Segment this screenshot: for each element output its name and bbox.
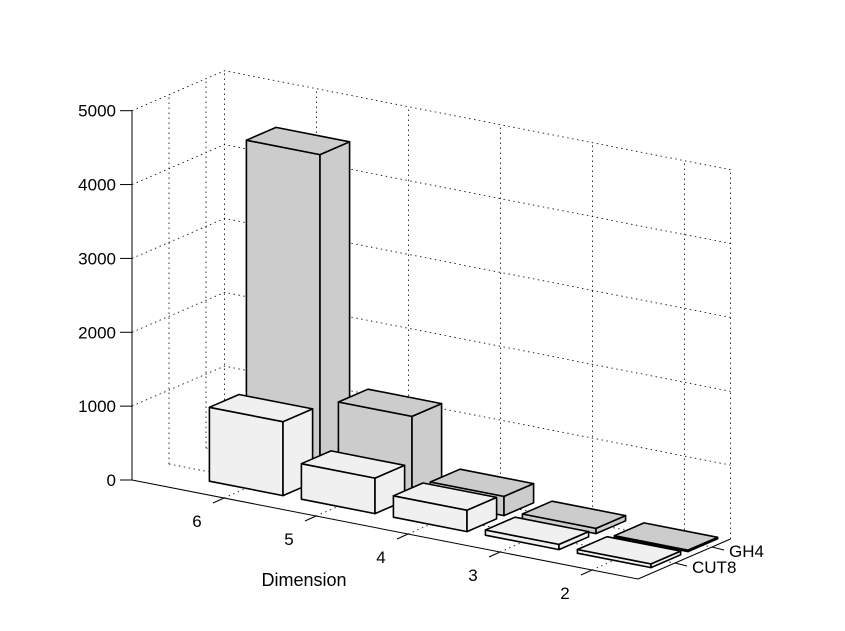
y-tick bbox=[674, 562, 688, 567]
bar-gh4-2 bbox=[613, 522, 719, 553]
bars bbox=[208, 126, 719, 569]
z-gridline bbox=[131, 217, 731, 318]
bar-cut8-4 bbox=[392, 482, 498, 533]
x-tick-label: 6 bbox=[192, 512, 201, 531]
z-tick-label: 2000 bbox=[78, 323, 116, 342]
bar-cut8-5 bbox=[300, 450, 406, 515]
z-tick-label: 0 bbox=[107, 471, 116, 490]
z-gridline bbox=[131, 365, 731, 466]
z-gridline bbox=[131, 70, 731, 171]
x-tick bbox=[396, 533, 409, 540]
z-gridline bbox=[131, 144, 731, 244]
z-tick-label: 4000 bbox=[78, 176, 116, 195]
y-axis bbox=[637, 538, 731, 580]
x-tick bbox=[488, 551, 501, 558]
x-tick bbox=[304, 515, 317, 522]
x-tick bbox=[212, 497, 225, 504]
series-label: GH4 bbox=[729, 542, 764, 561]
bar-cut8-2 bbox=[576, 535, 682, 569]
x-tick-label: 4 bbox=[376, 548, 385, 567]
bar-gh4-3 bbox=[521, 500, 627, 535]
axes bbox=[120, 110, 731, 580]
x-tick-label: 5 bbox=[284, 530, 293, 549]
bar-cut8-3 bbox=[484, 516, 590, 551]
x-tick bbox=[580, 569, 593, 576]
y-tick bbox=[711, 546, 725, 551]
x-axis bbox=[131, 479, 639, 580]
bar-cut8-6 bbox=[208, 393, 314, 497]
z-gridline bbox=[131, 291, 731, 392]
z-tick-label: 5000 bbox=[78, 102, 116, 121]
axis-labels: Dimension 0 1000 2000 3000 4000 5000 6 5 4 3 2 CUT8… bbox=[78, 102, 764, 603]
z-tick-label: 3000 bbox=[78, 249, 116, 268]
series-label: CUT8 bbox=[692, 558, 736, 577]
x-axis-label: Dimension bbox=[261, 570, 346, 590]
z-tick-label: 1000 bbox=[78, 397, 116, 416]
x-tick-label: 3 bbox=[468, 566, 477, 585]
x-tick-label: 2 bbox=[560, 584, 569, 603]
